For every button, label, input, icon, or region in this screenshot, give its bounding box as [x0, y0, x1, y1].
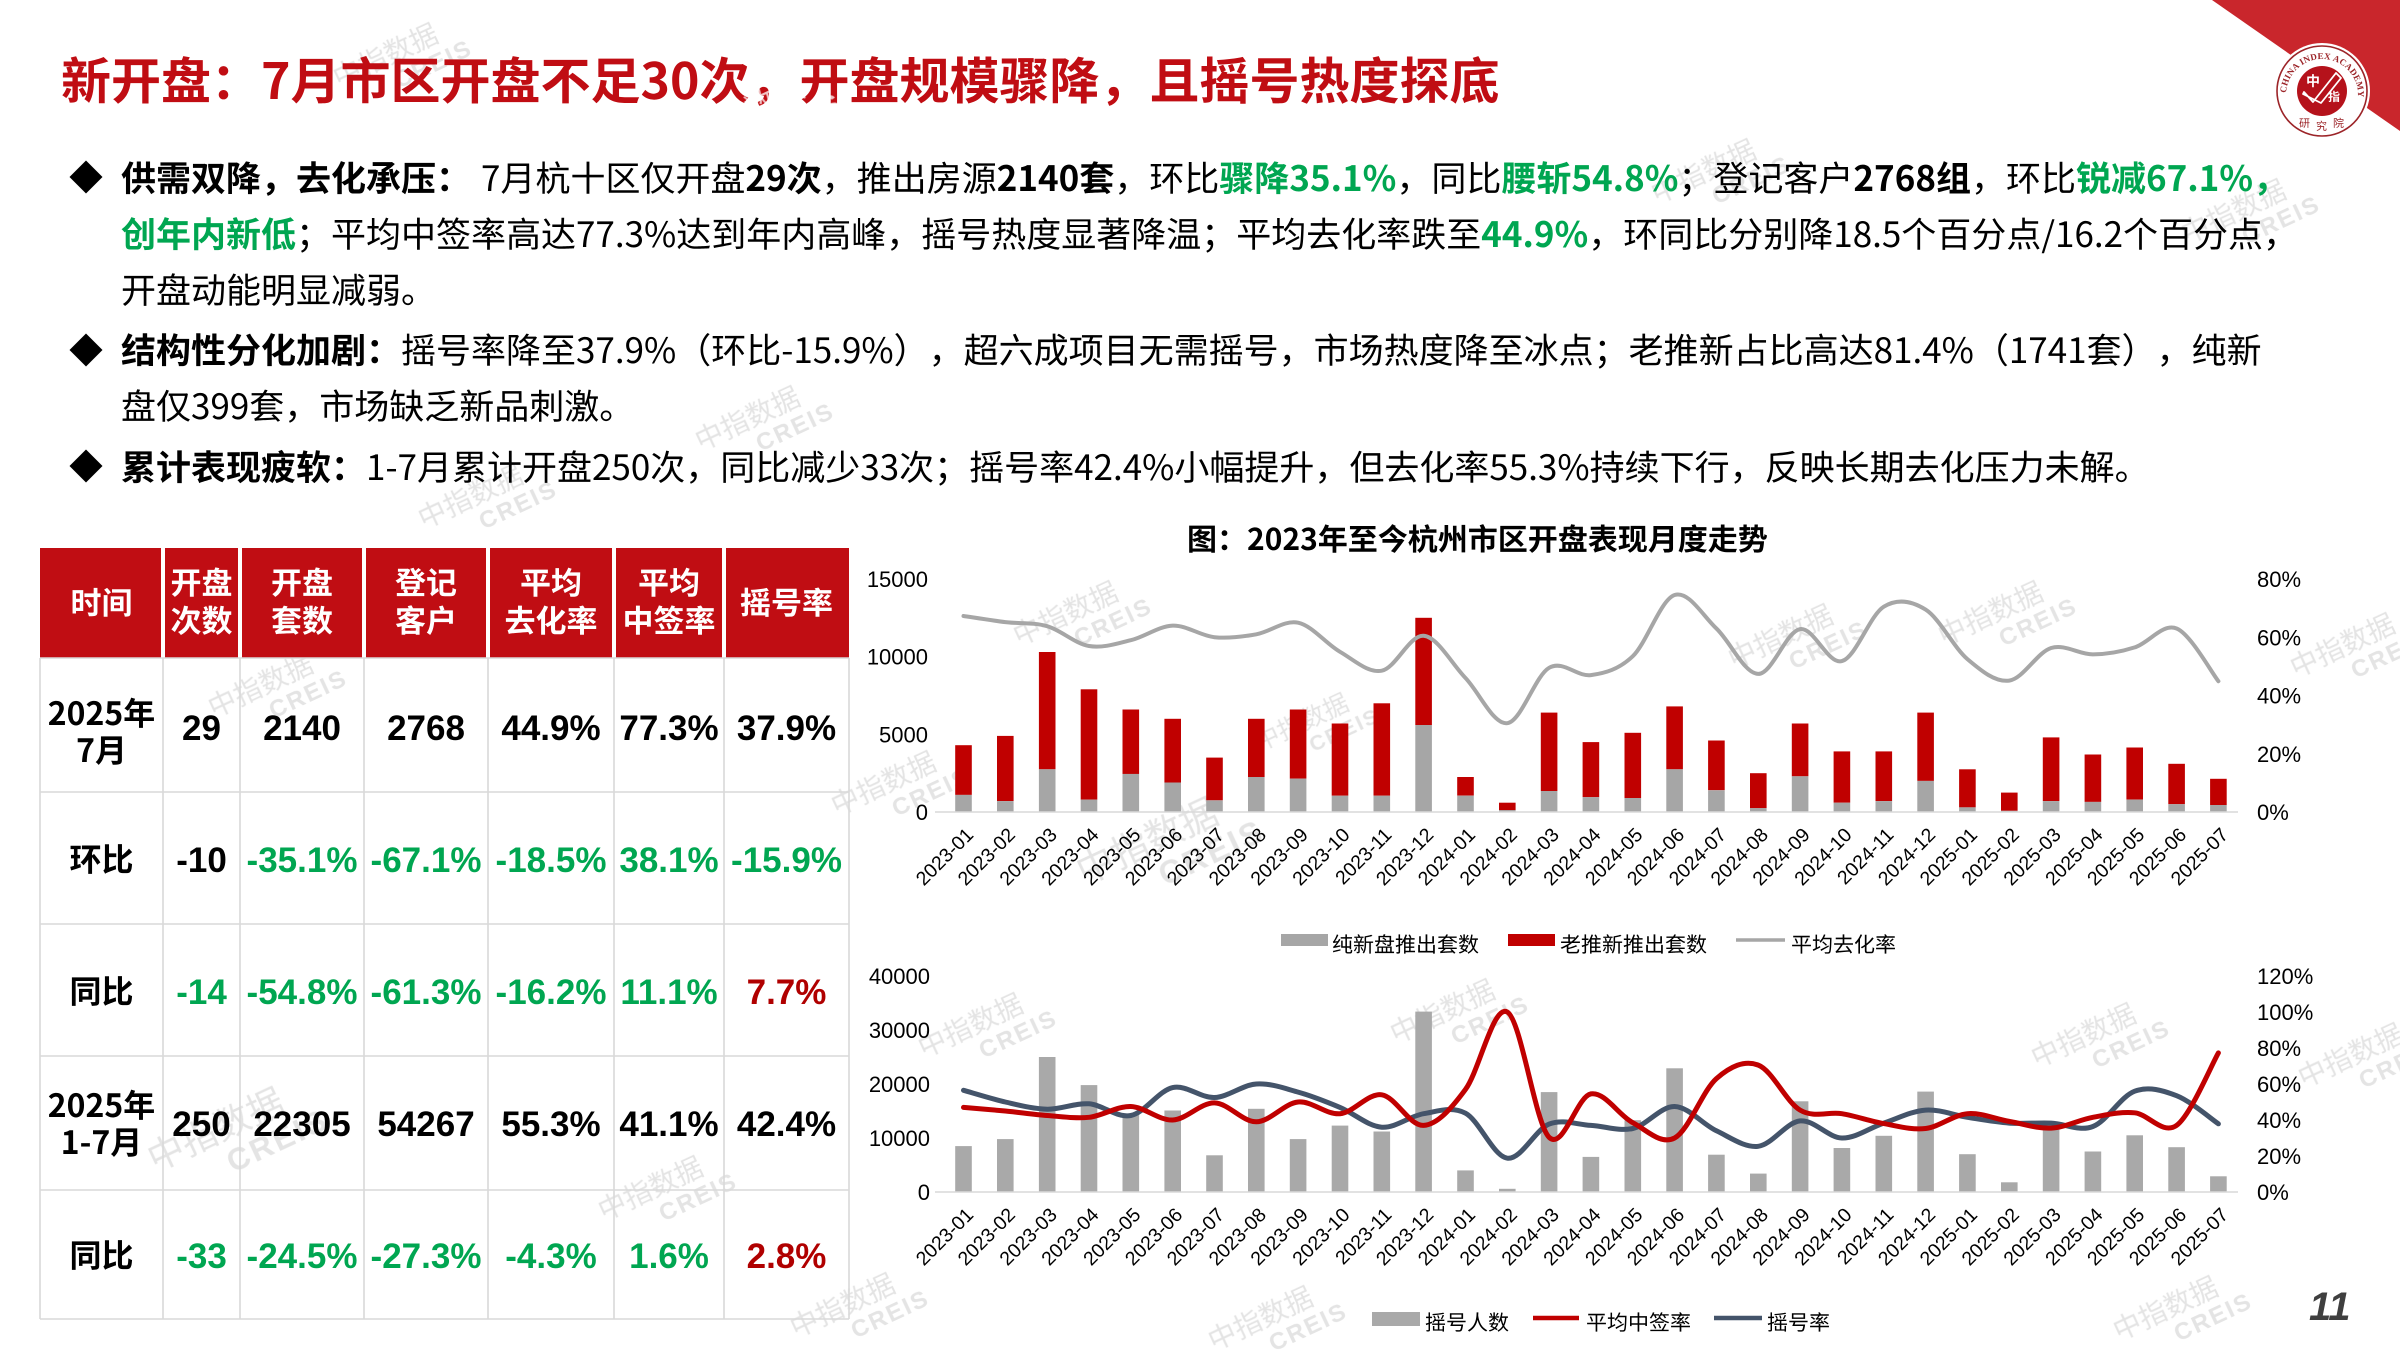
- svg-text:-61.3%: -61.3%: [371, 973, 482, 1012]
- svg-text:-16.2%: -16.2%: [496, 973, 607, 1012]
- svg-text:40%: 40%: [2257, 1108, 2301, 1133]
- svg-text:29: 29: [182, 709, 221, 748]
- svg-text:0: 0: [916, 800, 928, 825]
- svg-text:20000: 20000: [869, 1072, 930, 1097]
- svg-text:-27.3%: -27.3%: [371, 1237, 482, 1276]
- svg-text:-10: -10: [176, 841, 227, 880]
- svg-text:5000: 5000: [879, 722, 928, 747]
- svg-text:0: 0: [918, 1180, 930, 1205]
- svg-text:2768: 2768: [387, 709, 465, 748]
- svg-text:60%: 60%: [2257, 625, 2301, 650]
- svg-text:2140: 2140: [263, 709, 341, 748]
- svg-text:10000: 10000: [869, 1126, 930, 1151]
- svg-text:100%: 100%: [2257, 1000, 2313, 1025]
- svg-text:-14: -14: [176, 973, 227, 1012]
- svg-text:30000: 30000: [869, 1018, 930, 1043]
- svg-text:-4.3%: -4.3%: [505, 1237, 596, 1276]
- svg-text:-54.8%: -54.8%: [247, 973, 358, 1012]
- svg-text:44.9%: 44.9%: [501, 709, 600, 748]
- svg-text:10000: 10000: [867, 645, 928, 670]
- svg-text:41.1%: 41.1%: [619, 1105, 718, 1144]
- svg-text:38.1%: 38.1%: [619, 841, 718, 880]
- svg-text:15000: 15000: [867, 567, 928, 592]
- svg-text:250: 250: [172, 1105, 230, 1144]
- svg-text:2.8%: 2.8%: [747, 1237, 827, 1276]
- svg-text:-24.5%: -24.5%: [247, 1237, 358, 1276]
- svg-text:1.6%: 1.6%: [629, 1237, 709, 1276]
- svg-text:42.4%: 42.4%: [737, 1105, 836, 1144]
- svg-text:40%: 40%: [2257, 684, 2301, 709]
- svg-text:20%: 20%: [2257, 742, 2301, 767]
- svg-text:80%: 80%: [2257, 567, 2301, 592]
- svg-text:120%: 120%: [2257, 964, 2313, 989]
- svg-text:-18.5%: -18.5%: [496, 841, 607, 880]
- svg-text:7.7%: 7.7%: [747, 973, 827, 1012]
- svg-text:54267: 54267: [377, 1105, 474, 1144]
- svg-text:11: 11: [2309, 1285, 2351, 1329]
- svg-text:-15.9%: -15.9%: [731, 841, 842, 880]
- svg-text:40000: 40000: [869, 964, 930, 989]
- svg-text:20%: 20%: [2257, 1144, 2301, 1169]
- svg-text:37.9%: 37.9%: [737, 709, 836, 748]
- svg-text:-35.1%: -35.1%: [247, 841, 358, 880]
- svg-text:-33: -33: [176, 1237, 227, 1276]
- svg-text:0%: 0%: [2257, 800, 2289, 825]
- svg-text:80%: 80%: [2257, 1036, 2301, 1061]
- svg-text:55.3%: 55.3%: [501, 1105, 600, 1144]
- svg-text:0%: 0%: [2257, 1180, 2289, 1205]
- svg-text:60%: 60%: [2257, 1072, 2301, 1097]
- svg-text:-67.1%: -67.1%: [371, 841, 482, 880]
- svg-text:11.1%: 11.1%: [620, 973, 717, 1012]
- svg-text:77.3%: 77.3%: [619, 709, 718, 748]
- svg-text:22305: 22305: [253, 1105, 350, 1144]
